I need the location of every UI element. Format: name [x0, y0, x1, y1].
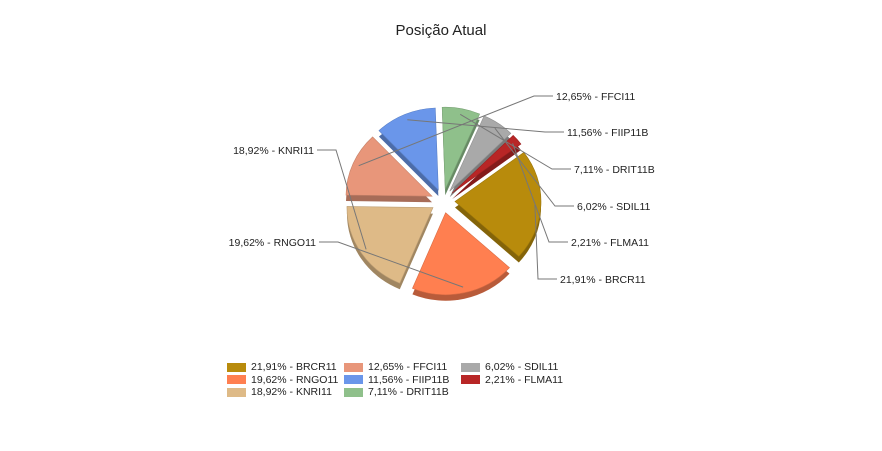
leader-line-knri11: [317, 149, 367, 250]
slice-label-flma11: 2,21% - FLMA11: [571, 237, 649, 249]
pie-slice-flma11[interactable]: [451, 134, 522, 194]
legend-swatch: [344, 362, 363, 372]
legend-item[interactable]: 2,21% - FLMA11: [461, 374, 578, 387]
legend-label: 12,65% - FFCI11: [368, 361, 448, 374]
slice-label-sdil11: 6,02% - SDIL11: [577, 201, 651, 213]
leader-line-sdil11: [494, 127, 574, 207]
legend-item[interactable]: 11,56% - FIIP11B: [344, 374, 461, 387]
leader-line-flma11: [512, 143, 568, 243]
legend-label: 19,62% - RNGO11: [251, 373, 339, 386]
pie-slice-ffci11[interactable]: [345, 136, 433, 197]
leader-line-ffci11: [358, 95, 553, 167]
slice-label-knri11: 18,92% - KNRI11: [233, 145, 314, 157]
legend-swatch: [461, 362, 480, 372]
legend-item[interactable]: 7,11% - DRIT11B: [344, 386, 461, 399]
leader-line-rngo11: [319, 241, 464, 288]
legend-label: 11,56% - FIIP11B: [368, 373, 450, 386]
legend: 21,91% - BRCR11 12,65% - FFCI11 6,02% - SD…: [227, 361, 578, 399]
legend-item[interactable]: 6,02% - SDIL11: [461, 361, 578, 374]
legend-swatch: [344, 387, 363, 397]
legend-label: 6,02% - SDIL11: [485, 361, 559, 374]
leader-line-brcr11: [534, 204, 557, 280]
legend-swatch: [227, 362, 246, 372]
legend-swatch: [344, 375, 363, 385]
pie-slice-brcr11[interactable]: [454, 151, 542, 257]
legend-item[interactable]: 21,91% - BRCR11: [227, 361, 344, 374]
legend-item[interactable]: 18,92% - KNRI11: [227, 386, 344, 399]
legend-swatch: [461, 375, 480, 385]
leader-line-drit11b: [459, 113, 571, 170]
slice-label-rngo11: 19,62% - RNGO11: [229, 237, 317, 249]
legend-item[interactable]: 12,65% - FFCI11: [344, 361, 461, 374]
leader-line-fiip11b: [407, 119, 564, 133]
legend-swatch: [227, 375, 246, 385]
legend-label: 18,92% - KNRI11: [251, 386, 332, 399]
pie-slice-drit11b[interactable]: [441, 106, 481, 190]
legend-label: 21,91% - BRCR11: [251, 361, 337, 374]
slice-label-brcr11: 21,91% - BRCR11: [560, 274, 646, 286]
legend-label: 2,21% - FLMA11: [485, 373, 564, 386]
pie-slice-fiip11b[interactable]: [378, 107, 439, 191]
pie-slice-knri11[interactable]: [346, 206, 434, 284]
legend-label: 7,11% - DRIT11B: [368, 386, 449, 399]
legend-swatch: [227, 387, 246, 397]
chart-title: Posição Atual: [395, 22, 487, 39]
slice-label-ffci11: 12,65% - FFCI11: [556, 91, 635, 103]
slice-label-drit11b: 7,11% - DRIT11B: [574, 164, 655, 176]
pie-slice-rngo11[interactable]: [412, 212, 510, 295]
slice-label-fiip11b: 11,56% - FIIP11B: [567, 127, 648, 139]
legend-item[interactable]: 19,62% - RNGO11: [227, 374, 344, 387]
